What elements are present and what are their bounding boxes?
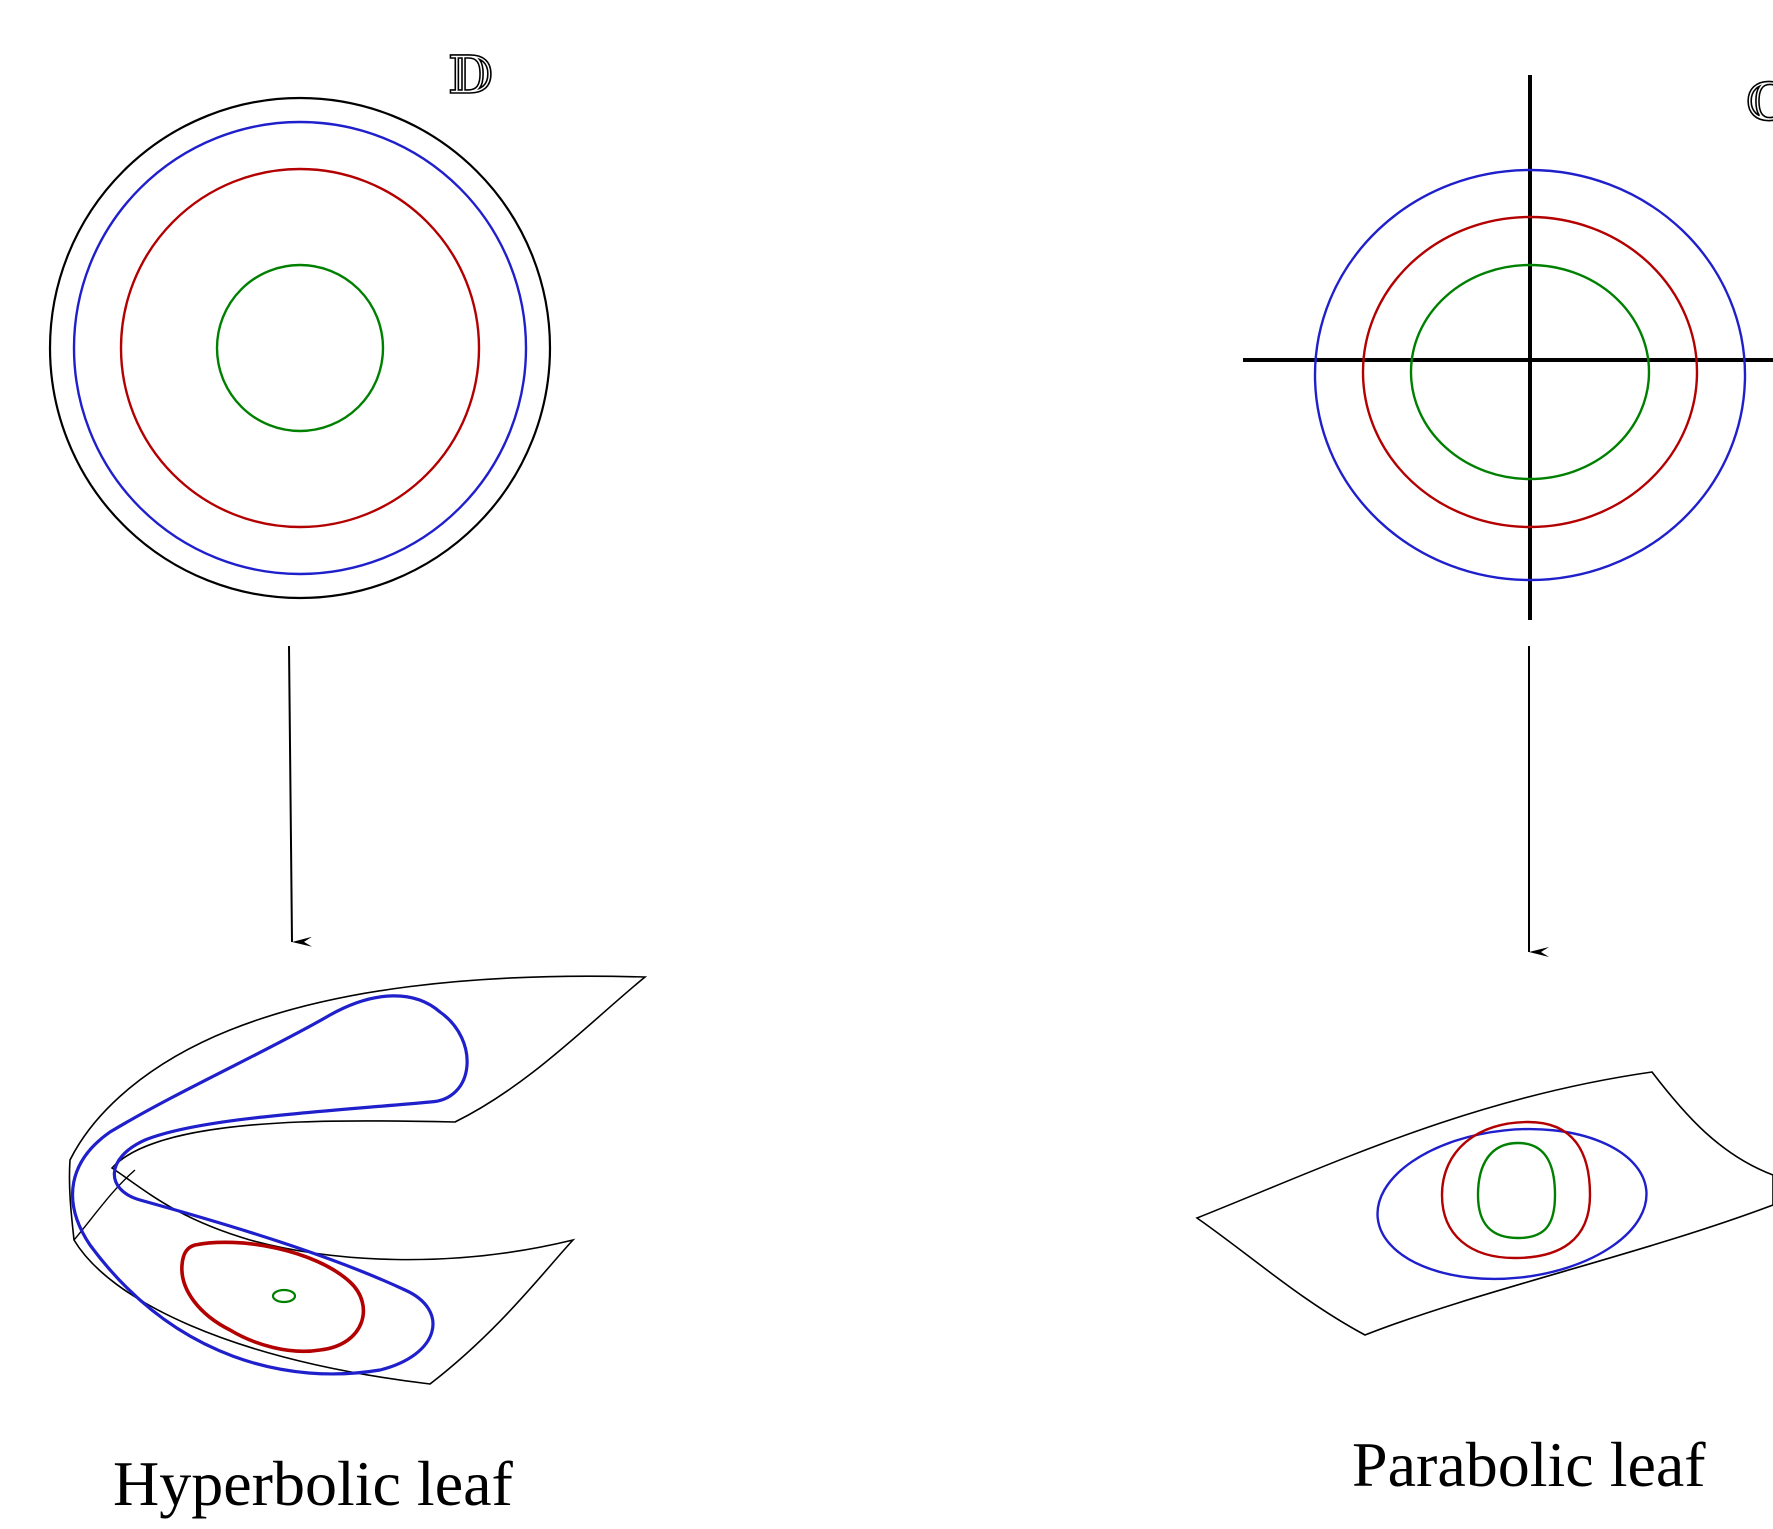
parabolic-middle-curve <box>1440 1120 1592 1260</box>
parabolic-surface <box>1195 1071 1773 1336</box>
disk-outer-circle <box>72 120 528 576</box>
disk-middle-circle <box>119 167 481 529</box>
disk-symbol: 𝔻 <box>448 46 493 106</box>
plane-middle-circle <box>1361 215 1699 529</box>
hyperbolic-outer-curve <box>70 994 469 1376</box>
plane-inner-circle <box>1409 263 1651 481</box>
hyperbolic-map-arrow <box>288 645 313 947</box>
hyperbolic-surface <box>68 975 648 1385</box>
hyperbolic-inner-curve <box>271 1288 297 1304</box>
parabolic-inner-curve <box>1476 1141 1557 1240</box>
unit-disk-boundary <box>48 96 552 600</box>
hyperbolic-caption: Hyperbolic leaf <box>113 1448 514 1519</box>
parabolic-caption: Parabolic leaf <box>1352 1429 1706 1500</box>
hyperbolic-panel: 𝔻 Hyperbolic leaf <box>48 45 648 1519</box>
disk-inner-circle <box>215 263 385 433</box>
complex-plane-symbol: ℂ <box>1746 73 1773 133</box>
plane-outer-circle <box>1313 168 1747 582</box>
parabolic-panel: ℂ Parabolic leaf <box>1195 72 1773 1500</box>
hyperbolic-surface-fold <box>73 1169 136 1241</box>
hyperbolic-middle-curve <box>180 1240 366 1354</box>
parabolic-outer-curve <box>1376 1127 1648 1281</box>
